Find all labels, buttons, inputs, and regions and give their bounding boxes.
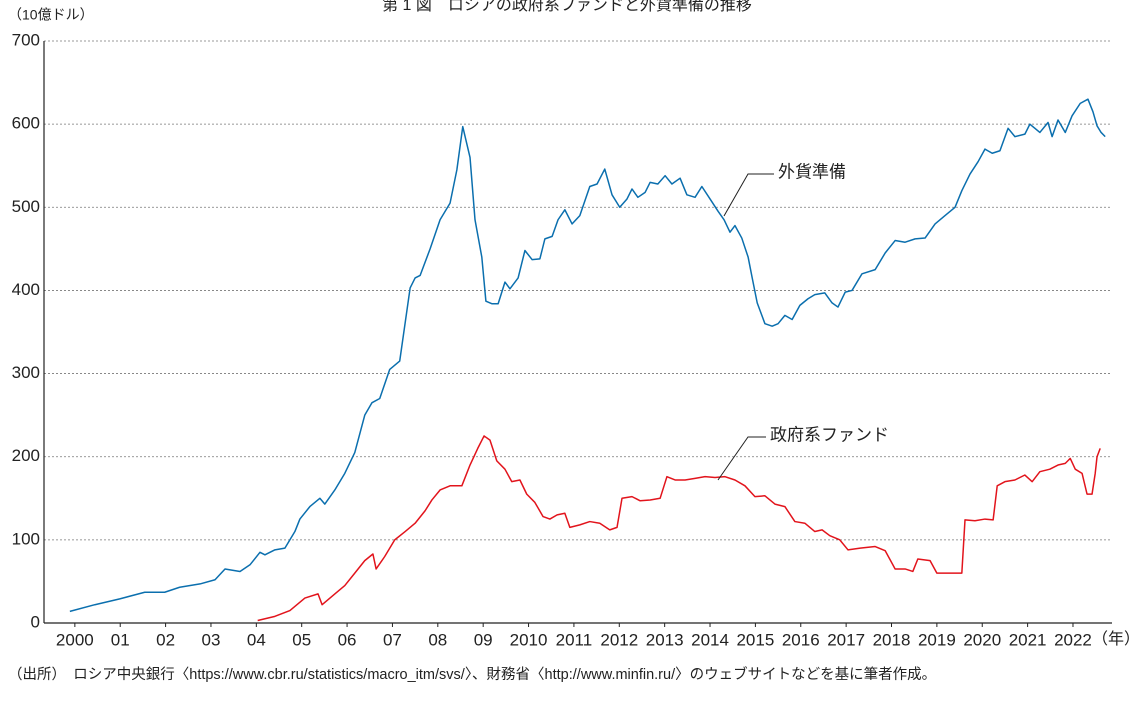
x-tick-label: 2014: [691, 630, 729, 649]
chart-title: 第 1 図 ロシアの政府系ファンドと外貨準備の推移: [382, 0, 752, 14]
x-tick-label: 2017: [827, 630, 865, 649]
y-tick-label: 400: [12, 280, 40, 299]
y-tick-label: 300: [12, 363, 40, 382]
x-axis-label: （年）: [1092, 630, 1135, 648]
x-tick-label: 02: [156, 630, 175, 649]
x-tick-label: 2016: [782, 630, 820, 649]
x-tick-label: 04: [247, 630, 266, 649]
series-label: 外貨準備: [778, 162, 846, 181]
x-tick-label: 2021: [1009, 630, 1047, 649]
x-tick-label: 03: [201, 630, 220, 649]
x-tick-label: 2012: [600, 630, 638, 649]
chart: 第 1 図 ロシアの政府系ファンドと外貨準備の推移 （10億ドル） （年） 01…: [8, 0, 1135, 649]
series-line: [69, 98, 1106, 613]
x-tick-label: 2015: [736, 630, 774, 649]
series-line: [257, 435, 1101, 622]
source-note: （出所） ロシア中央銀行〈https://www.cbr.ru/statisti…: [8, 667, 937, 683]
x-tick-label: 2000: [56, 630, 94, 649]
x-tick-label: 05: [292, 630, 311, 649]
x-tick-label: 07: [383, 630, 402, 649]
y-tick-label: 0: [31, 612, 40, 631]
x-tick-label: 2011: [556, 630, 593, 649]
x-tick-label: 2013: [646, 630, 684, 649]
series-label: 政府系ファンド: [770, 425, 889, 444]
y-tick-label: 600: [12, 114, 40, 133]
x-tick-label: 01: [111, 630, 130, 649]
y-tick-label: 100: [12, 529, 40, 548]
x-tick-label: 08: [428, 630, 447, 649]
x-tick-label: 06: [338, 630, 357, 649]
y-axis-label: （10億ドル）: [8, 7, 94, 23]
x-tick-label: 2010: [510, 630, 548, 649]
x-tick-label: 2019: [918, 630, 956, 649]
y-tick-label: 700: [12, 30, 40, 49]
y-tick-label: 500: [12, 197, 40, 216]
x-tick-label: 2020: [963, 630, 1001, 649]
label-leader: [717, 436, 766, 481]
x-tick-label: 2018: [873, 630, 911, 649]
x-tick-label: 2022: [1054, 630, 1092, 649]
y-tick-label: 200: [12, 446, 40, 465]
label-leader: [723, 173, 774, 217]
x-tick-label: 09: [474, 630, 493, 649]
